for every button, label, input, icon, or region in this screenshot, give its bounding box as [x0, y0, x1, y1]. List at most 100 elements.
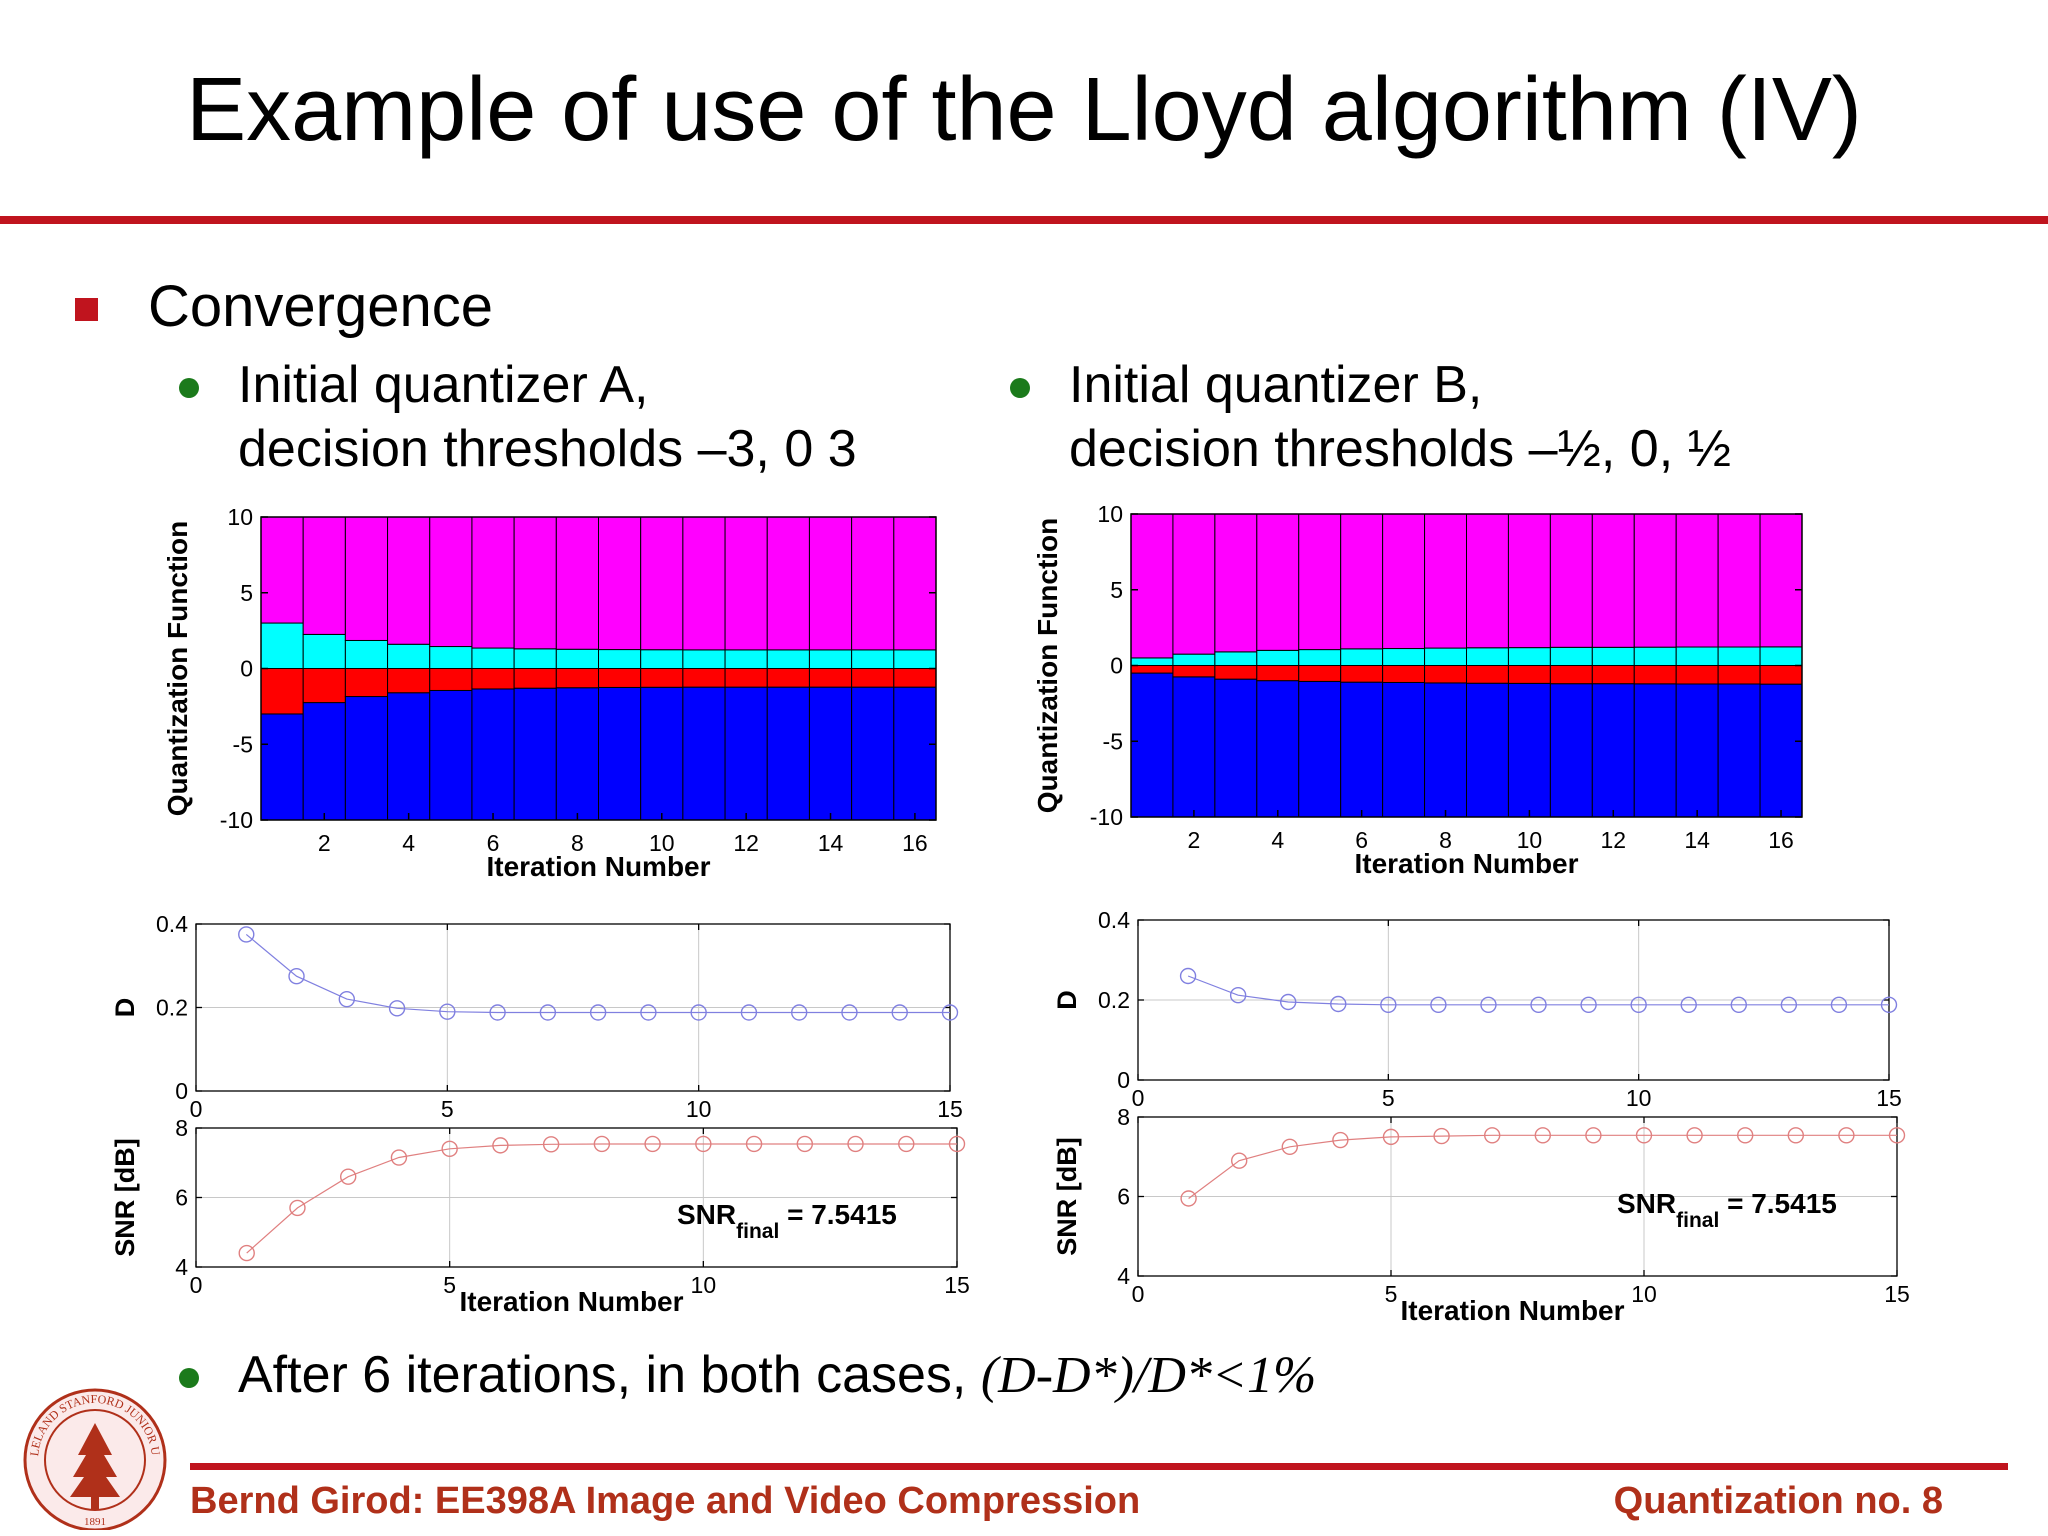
d_a-ytick-label: 0 — [175, 1078, 188, 1104]
snr_b-point-6 — [1433, 1127, 1450, 1145]
qf_b-region-magenta-iter-2 — [1172, 513, 1216, 655]
qf_a-region-cyan-iter-13 — [766, 649, 810, 669]
qf_a-region-blue-iter-1 — [260, 713, 304, 821]
qf_a-region-blue-iter-9 — [598, 686, 642, 821]
d_b-point-9 — [1580, 996, 1597, 1013]
qf_a-ytick-label: 10 — [227, 504, 253, 530]
qf_b-region-magenta-iter-12 — [1591, 513, 1635, 648]
snr_b-chart: 0 5 10 15 4 6 8 SNR [dB] Iteration Number SNRfina… — [1052, 1104, 1910, 1326]
d_b-ylabel: D — [1052, 990, 1082, 1010]
qf_a-region-red-iter-2 — [302, 668, 346, 704]
qf_b-region-magenta-iter-15 — [1717, 513, 1761, 648]
d_b-xtick-label: 5 — [1382, 1085, 1395, 1111]
d_b-point-6 — [1430, 996, 1447, 1013]
qf_a-region-red-iter-7 — [513, 668, 557, 689]
snr_a-ytick-label: 4 — [175, 1254, 188, 1280]
bullet-convergence: Convergence — [148, 274, 493, 339]
d_a-point-7 — [539, 1004, 557, 1021]
qf_b-ytick-label: -5 — [1103, 728, 1123, 754]
qf_b-region-cyan-iter-14 — [1675, 646, 1719, 667]
d_b-point-12 — [1730, 996, 1748, 1013]
snr_b-ylabel: SNR [dB] — [1052, 1137, 1082, 1255]
qf_a-region-red-iter-9 — [598, 668, 642, 688]
d_a-point-11 — [740, 1004, 758, 1021]
qf_a-region-blue-iter-16 — [893, 686, 937, 821]
case-a-caption: Initial quantizer A, decision thresholds… — [238, 353, 857, 481]
d_a-xtick-label: 15 — [937, 1096, 963, 1122]
qf_a-xtick-label: 6 — [487, 830, 500, 856]
snr_a-point-12 — [796, 1135, 813, 1153]
square-bullet-icon — [75, 298, 98, 321]
d_b-xtick-label: 10 — [1626, 1085, 1652, 1111]
qf_b-ylabel: Quantization Function — [1032, 518, 1063, 814]
snr_a-point-15 — [948, 1135, 966, 1153]
qf_a-xtick-label: 4 — [402, 830, 415, 856]
qf_a-region-red-iter-15 — [851, 668, 895, 688]
qf_a-region-magenta-iter-9 — [598, 516, 642, 651]
qf_b-region-blue-iter-11 — [1549, 683, 1593, 818]
snr_a-annotation-main: SNR — [677, 1199, 736, 1230]
snr_b-ytick-label: 8 — [1117, 1104, 1130, 1130]
qf_b-region-magenta-iter-4 — [1256, 513, 1300, 651]
d_b-point-5 — [1380, 996, 1397, 1013]
qf_b-region-red-iter-8 — [1424, 665, 1467, 684]
qf_b-region-red-iter-7 — [1382, 665, 1426, 683]
snr_b-point-8 — [1534, 1127, 1552, 1144]
qf_a-region-magenta-iter-2 — [302, 516, 346, 635]
qf_b-xtick-label: 6 — [1355, 827, 1368, 853]
university-seal-logo: LELAND STANFORD JUNIOR UNIVERSITY 1891 — [18, 1385, 167, 1530]
snr_b-point-14 — [1838, 1127, 1855, 1144]
case-b-line1: Initial quantizer B, — [1069, 356, 1483, 414]
bottom-bullet-formula: (D-D*)/D*<1% — [980, 1347, 1317, 1404]
qf_a-region-blue-iter-3 — [344, 696, 389, 821]
d_a-xtick-label: 10 — [686, 1096, 712, 1122]
footer-divider — [190, 1463, 2008, 1470]
qf_a-region-magenta-iter-6 — [471, 516, 515, 649]
d_b-point-1 — [1179, 967, 1197, 985]
d_b-chart: 0 5 10 15 0 0.2 0.4 D — [1052, 907, 1902, 1111]
qf_a-region-blue-iter-4 — [387, 692, 431, 821]
qf_a-region-red-iter-16 — [893, 668, 937, 688]
qf_b-region-magenta-iter-16 — [1759, 513, 1803, 648]
qf_b-region-cyan-iter-7 — [1382, 648, 1426, 666]
qf_a-region-red-iter-13 — [766, 668, 810, 688]
qf_b-region-blue-iter-8 — [1424, 682, 1467, 818]
qf_a-region-magenta-iter-11 — [682, 516, 726, 651]
qf_a-xtick-label: 12 — [733, 830, 759, 856]
qf_a-region-magenta-iter-4 — [387, 516, 431, 645]
qf_a-xtick-label: 10 — [649, 830, 675, 856]
qf_b-ytick-label: 0 — [1110, 653, 1123, 679]
snr_b-ytick-label: 6 — [1117, 1184, 1130, 1210]
qf_b-region-cyan-iter-4 — [1256, 649, 1300, 666]
snr_b-annotation-main: SNR — [1617, 1188, 1676, 1219]
qf_a-region-red-iter-10 — [640, 668, 684, 688]
qf_b-xtick-label: 12 — [1600, 827, 1626, 853]
green-bullet-icon — [179, 1368, 199, 1388]
d_a-point-5 — [439, 1003, 456, 1020]
snr_a-point-7 — [542, 1136, 560, 1153]
d_a-point-4 — [388, 1000, 406, 1017]
case-b-caption: Initial quantizer B, decision thresholds… — [1069, 353, 1731, 481]
green-bullet-icon — [179, 378, 199, 398]
qf_b-ytick-label: 10 — [1097, 501, 1123, 527]
d_b-point-11 — [1680, 996, 1697, 1013]
qf_a-region-cyan-iter-14 — [808, 649, 853, 669]
qf_a-ytick-label: 5 — [240, 580, 253, 606]
snr_b-annotation-value: = 7.5415 — [1719, 1188, 1837, 1219]
snr_a-point-11 — [745, 1135, 763, 1153]
qf_b-region-magenta-iter-1 — [1130, 513, 1174, 659]
d_a-point-13 — [841, 1004, 858, 1021]
qf_a-region-magenta-iter-15 — [851, 516, 895, 651]
qf_b-region-blue-iter-4 — [1256, 680, 1300, 818]
qf_a-region-blue-iter-6 — [471, 688, 515, 821]
qf_b-xtick-label: 8 — [1439, 827, 1452, 853]
qf_b-region-red-iter-1 — [1130, 665, 1174, 674]
snr_b-point-13 — [1787, 1127, 1805, 1144]
snr_b-point-12 — [1736, 1127, 1754, 1144]
qf_b-ytick-label: -10 — [1090, 804, 1123, 830]
qf_b-region-red-iter-15 — [1717, 665, 1761, 685]
svg-text:1891: 1891 — [84, 1516, 106, 1528]
qf_b-region-blue-iter-13 — [1633, 683, 1677, 818]
snr_b-xtick-label: 5 — [1385, 1281, 1398, 1307]
d_b-point-13 — [1780, 996, 1798, 1013]
